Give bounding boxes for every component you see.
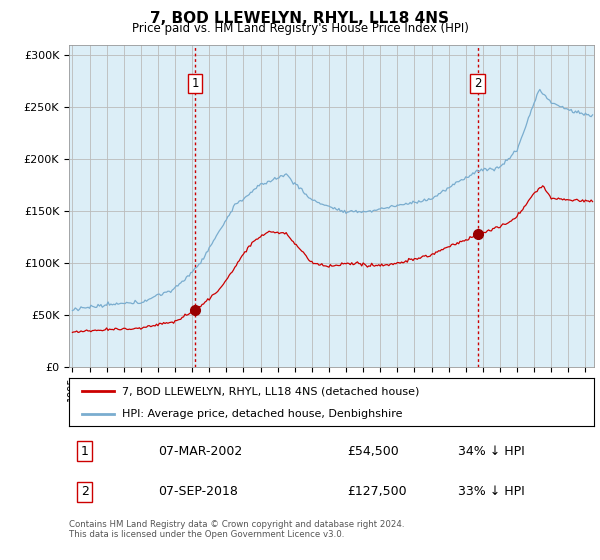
Text: 34% ↓ HPI: 34% ↓ HPI bbox=[458, 445, 524, 458]
Text: Contains HM Land Registry data © Crown copyright and database right 2024.
This d: Contains HM Land Registry data © Crown c… bbox=[69, 520, 404, 539]
Text: 2: 2 bbox=[474, 77, 481, 90]
Text: HPI: Average price, detached house, Denbighshire: HPI: Average price, detached house, Denb… bbox=[121, 409, 402, 419]
Text: £127,500: £127,500 bbox=[347, 486, 407, 498]
Text: 07-SEP-2018: 07-SEP-2018 bbox=[158, 486, 238, 498]
Text: 1: 1 bbox=[191, 77, 199, 90]
Text: 1: 1 bbox=[81, 445, 89, 458]
Text: 7, BOD LLEWELYN, RHYL, LL18 4NS: 7, BOD LLEWELYN, RHYL, LL18 4NS bbox=[151, 11, 449, 26]
Text: Price paid vs. HM Land Registry's House Price Index (HPI): Price paid vs. HM Land Registry's House … bbox=[131, 22, 469, 35]
Text: 2: 2 bbox=[81, 486, 89, 498]
Text: 7, BOD LLEWELYN, RHYL, LL18 4NS (detached house): 7, BOD LLEWELYN, RHYL, LL18 4NS (detache… bbox=[121, 386, 419, 396]
Text: 33% ↓ HPI: 33% ↓ HPI bbox=[458, 486, 524, 498]
Text: 07-MAR-2002: 07-MAR-2002 bbox=[158, 445, 242, 458]
Text: £54,500: £54,500 bbox=[347, 445, 399, 458]
